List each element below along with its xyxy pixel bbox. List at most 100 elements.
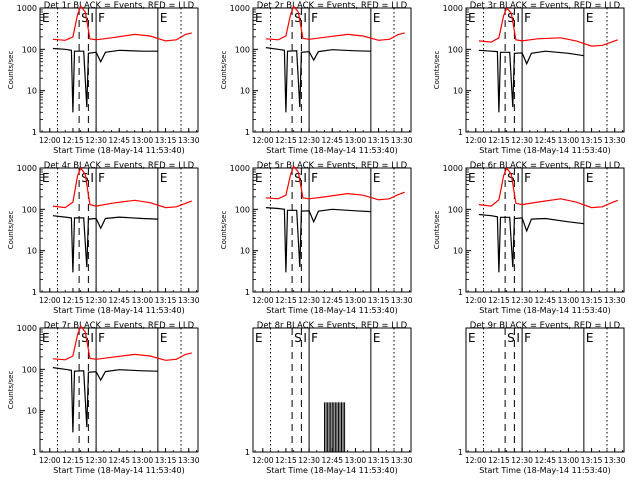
y-tick-label: 1 [245, 448, 250, 457]
event-label-E: E [160, 331, 168, 345]
x-tick-label: 13:00 [345, 136, 367, 145]
x-tick-label: 13:15 [581, 136, 603, 145]
y-axis-label: Counts/sec [7, 371, 15, 410]
x-tick-label: 13:00 [558, 136, 580, 145]
series-line-events [265, 207, 371, 273]
panel-title: Det 4r BLACK = Events, RED = LLD [44, 161, 195, 171]
x-tick-label: 13:30 [391, 296, 413, 305]
x-tick-label: 12:30 [298, 136, 320, 145]
x-tick-label: 13:30 [391, 456, 413, 465]
event-label-E: E [468, 171, 476, 185]
x-tick-label: 13:00 [132, 456, 154, 465]
event-label-E: E [586, 11, 594, 25]
panel-title: Det 2r BLACK = Events, RED = LLD [257, 1, 408, 11]
y-tick-label: 100 [235, 205, 250, 214]
x-tick-label: 12:00 [252, 456, 274, 465]
panel-title: Det 1r BLACK = Events, RED = LLD [44, 1, 195, 11]
event-label-I: I [516, 331, 520, 345]
x-tick-label: 12:00 [465, 296, 487, 305]
x-tick-label: 13:30 [604, 136, 626, 145]
detector-panel: Det 7r BLACK = Events, RED = LLD 1 10 100 10… [7, 321, 200, 475]
x-tick-label: 13:00 [558, 296, 580, 305]
plot-frame [252, 7, 412, 133]
event-label-I: I [516, 11, 520, 25]
series-line-lld [265, 5, 405, 41]
event-label-E: E [373, 171, 381, 185]
x-tick-label: 13:15 [581, 456, 603, 465]
y-tick-label: 1 [32, 448, 37, 457]
panel-title: Det 3r BLACK = Events, RED = LLD [470, 1, 621, 11]
event-label-I: I [303, 331, 307, 345]
y-tick-label: 1000 [443, 4, 463, 13]
series-line-lld [478, 166, 619, 209]
x-tick-label: 13:30 [604, 296, 626, 305]
series-line-lld [52, 166, 193, 209]
x-tick-label: 12:30 [298, 456, 320, 465]
y-tick-label: 1 [245, 128, 250, 137]
x-tick-label: 13:30 [178, 136, 200, 145]
x-axis-label: Start Time (18-May-14 11:53:40) [53, 466, 184, 475]
y-tick-label: 1 [32, 288, 37, 297]
event-label-S: S [81, 11, 89, 25]
x-tick-label: 12:30 [85, 456, 107, 465]
x-tick-label: 13:15 [155, 296, 177, 305]
x-tick-label: 13:15 [155, 456, 177, 465]
event-label-E: E [255, 171, 263, 185]
event-label-F: F [311, 11, 318, 25]
x-tick-label: 13:00 [345, 456, 367, 465]
y-axis-label: Counts/sec [433, 51, 441, 90]
x-tick-label: 12:15 [488, 136, 510, 145]
event-label-E: E [586, 331, 594, 345]
x-tick-label: 12:30 [85, 136, 107, 145]
event-label-E: E [255, 331, 263, 345]
panel-title: Det 7r BLACK = Events, RED = LLD [44, 321, 195, 331]
event-label-F: F [524, 171, 531, 185]
detector-panel: Det 1r BLACK = Events, RED = LLD 1 10 100 10… [7, 1, 200, 155]
y-tick-label: 100 [22, 45, 37, 54]
y-tick-label: 1000 [17, 324, 37, 333]
event-label-E: E [160, 11, 168, 25]
event-label-S: S [294, 171, 302, 185]
event-label-E: E [42, 331, 50, 345]
x-tick-label: 12:00 [39, 136, 61, 145]
x-tick-label: 12:30 [511, 456, 533, 465]
y-tick-label: 100 [235, 45, 250, 54]
event-label-S: S [81, 331, 89, 345]
event-label-E: E [468, 11, 476, 25]
event-label-E: E [468, 331, 476, 345]
detector-panel: Det 2r BLACK = Events, RED = LLD 1 10 100 10… [220, 1, 413, 155]
plot-frame [39, 7, 199, 133]
y-tick-label: 1000 [17, 164, 37, 173]
event-label-I: I [516, 171, 520, 185]
plot-frame [465, 7, 625, 133]
x-tick-label: 12:30 [511, 136, 533, 145]
series-line-lld [265, 165, 406, 201]
y-tick-label: 10 [453, 247, 463, 256]
event-label-E: E [255, 11, 263, 25]
series-line-events [478, 213, 584, 273]
y-tick-label: 1000 [230, 4, 250, 13]
y-axis-label: Counts/sec [7, 211, 15, 250]
series-line-lld [52, 325, 192, 361]
x-tick-label: 12:15 [62, 456, 84, 465]
plot-frame [39, 167, 199, 293]
panel-title: Det 8r BLACK = Events, RED = LLD [257, 321, 408, 331]
x-tick-label: 13:00 [132, 136, 154, 145]
x-axis-label: Start Time (18-May-14 11:53:40) [266, 306, 397, 315]
event-label-I: I [90, 171, 94, 185]
y-tick-label: 10 [27, 87, 37, 96]
y-tick-label: 1000 [230, 164, 250, 173]
x-tick-label: 12:15 [275, 456, 297, 465]
x-tick-label: 12:15 [488, 296, 510, 305]
event-label-F: F [524, 331, 531, 345]
x-tick-label: 12:45 [108, 296, 130, 305]
series-line-events [52, 215, 158, 273]
event-label-F: F [98, 331, 105, 345]
event-label-F: F [311, 171, 318, 185]
event-label-I: I [303, 171, 307, 185]
detector-panel: Det 6r BLACK = Events, RED = LLD 1 10 100 10… [433, 161, 626, 315]
y-tick-label: 10 [27, 407, 37, 416]
